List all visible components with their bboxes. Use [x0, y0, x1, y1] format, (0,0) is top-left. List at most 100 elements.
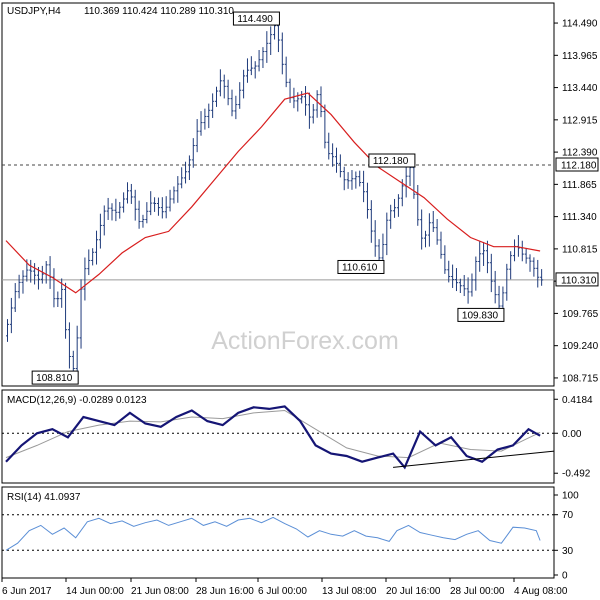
price-bar — [245, 58, 249, 83]
price-bar — [393, 198, 397, 218]
annotation-label: 108.810 — [36, 373, 73, 384]
price-bars — [6, 16, 544, 381]
price-bar — [338, 154, 342, 178]
price-bar — [242, 69, 246, 99]
time-axis: 6 Jun 2017 14 Jun 00:00 21 Jun 08:00 28 Jun… — [1, 578, 568, 597]
price-bar — [346, 172, 350, 189]
price-bar — [524, 247, 528, 264]
price-bar — [470, 273, 474, 297]
price-bar — [110, 203, 114, 221]
price-bar — [17, 274, 21, 299]
price-bar — [133, 189, 137, 221]
price-bar — [536, 259, 540, 288]
moving-average-line — [5, 92, 541, 294]
time-tick-label: 28 Jun 16:00 — [196, 586, 254, 597]
price-bar — [427, 213, 431, 247]
price-bar — [64, 282, 68, 339]
price-bar — [509, 251, 513, 280]
price-bar — [319, 86, 323, 118]
price-bar — [307, 92, 311, 129]
macd-line — [5, 405, 541, 470]
price-bar — [369, 200, 373, 243]
price-bar — [439, 231, 443, 259]
price-bar — [160, 197, 164, 219]
price-bar — [125, 182, 129, 204]
price-bar — [33, 263, 37, 285]
annotation-label: 109.830 — [462, 310, 499, 321]
time-tick-label: 13 Jul 08:00 — [322, 586, 377, 597]
price-bar — [234, 95, 238, 120]
price-bar — [114, 198, 118, 222]
price-bar — [315, 90, 319, 118]
price-bar — [56, 291, 60, 308]
price-bar — [141, 214, 145, 228]
price-bar — [145, 202, 149, 224]
price-bar — [9, 297, 13, 334]
price-annotations: 114.490 112.180 110.610 109.830 108.810 — [31, 11, 505, 385]
annotation-box — [368, 153, 416, 168]
price-bar — [249, 56, 253, 76]
annotation-label: 110.610 — [342, 262, 378, 273]
price-tick-label: 113.440 — [562, 83, 598, 94]
price-bar — [466, 277, 470, 304]
price-bar — [284, 56, 288, 88]
price-bar — [118, 201, 122, 219]
price-bar — [168, 189, 172, 212]
price-bar — [458, 278, 462, 294]
price-bar — [300, 91, 304, 104]
price-bar — [13, 283, 17, 312]
price-bar — [187, 155, 191, 181]
price-bar — [362, 170, 366, 203]
macd-signal-line — [5, 409, 541, 459]
price-bar — [269, 26, 273, 56]
time-tick-label: 6 Jul 00:00 — [258, 586, 307, 597]
price-bar — [102, 205, 106, 236]
price-bar — [21, 270, 25, 294]
price-bar — [540, 269, 544, 286]
time-tick-label: 14 Jun 00:00 — [66, 586, 124, 597]
price-bar — [431, 210, 435, 233]
rsi-line — [5, 516, 541, 551]
time-tick-label: 6 Jun 2017 — [2, 586, 52, 597]
price-bar — [331, 143, 335, 167]
price-bar — [474, 256, 478, 291]
price-bar — [389, 204, 393, 229]
price-tick-label: 111.340 — [562, 212, 597, 223]
price-panel — [1, 2, 555, 387]
price-bar — [532, 257, 536, 277]
price-bar — [447, 260, 451, 283]
time-tick-label: 20 Jul 16:00 — [386, 586, 441, 597]
annotation-box — [232, 11, 280, 26]
price-tick-label: 112.915 — [562, 115, 598, 126]
rsi-panel — [1, 486, 555, 579]
price-bar — [354, 171, 358, 189]
price-bar — [528, 254, 532, 272]
price-tick-label: 108.715 — [562, 373, 599, 384]
price-bar — [327, 132, 331, 160]
symbol-label: USDJPY,H4 — [7, 6, 61, 17]
price-bar — [420, 209, 424, 250]
price-bar — [493, 270, 497, 304]
price-bar — [195, 119, 199, 153]
price-bar — [482, 241, 486, 266]
price-bar — [40, 265, 44, 284]
time-tick-label: 4 Aug 08:00 — [514, 586, 568, 597]
price-bar — [218, 69, 222, 97]
price-bar — [373, 220, 377, 257]
current-price-label: 110.310 — [561, 275, 597, 286]
price-bar — [203, 108, 207, 130]
price-bar — [385, 212, 389, 256]
price-bar — [184, 161, 188, 184]
price-bar — [91, 248, 95, 266]
price-bar — [304, 86, 308, 116]
rsi-tick-label: 70 — [562, 510, 574, 521]
price-tick-label: 109.765 — [562, 309, 599, 320]
price-bar — [29, 259, 33, 283]
price-bar — [211, 93, 215, 118]
price-bar — [172, 186, 176, 204]
price-bar — [106, 197, 110, 220]
price-bar — [176, 176, 180, 203]
ohlc-label: 110.369 110.424 110.289 110.310 — [84, 6, 234, 17]
price-tick-label: 112.390 — [562, 148, 598, 159]
